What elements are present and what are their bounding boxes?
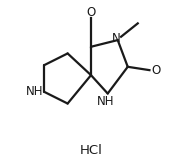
Text: NH: NH (26, 85, 44, 98)
Text: N: N (112, 32, 120, 45)
Text: HCl: HCl (80, 144, 102, 157)
Text: NH: NH (97, 95, 115, 108)
Text: O: O (152, 64, 161, 77)
Text: O: O (86, 6, 96, 19)
